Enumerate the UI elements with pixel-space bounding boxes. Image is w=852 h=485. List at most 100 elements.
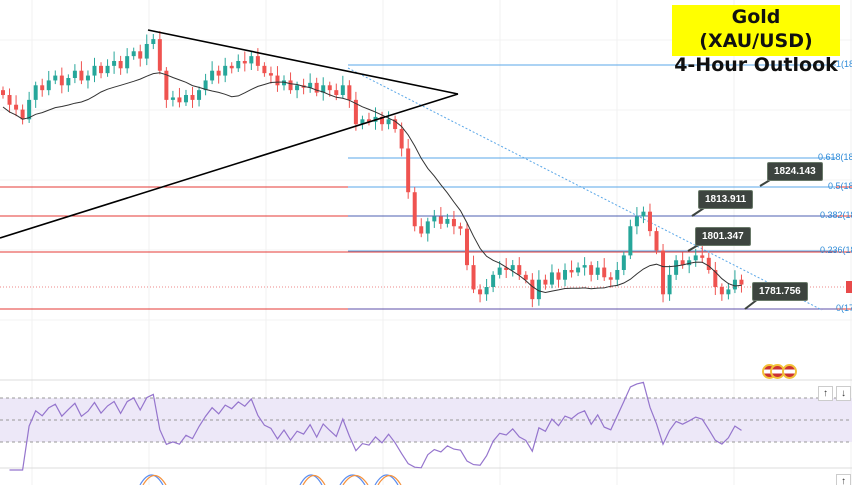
candle-body (308, 82, 313, 88)
candle-body (576, 267, 581, 273)
candle-body (157, 39, 162, 71)
candle-body (27, 99, 32, 120)
candle-body (739, 279, 744, 285)
candle-body (138, 51, 143, 59)
candle-body (255, 56, 260, 66)
candle-body (33, 85, 38, 100)
candle-body (282, 80, 287, 86)
candle-body (589, 265, 594, 275)
candle-body (687, 260, 692, 266)
descending-trendline (347, 67, 823, 311)
candle-body (105, 65, 110, 74)
candle-body (530, 279, 535, 300)
candle-body (425, 221, 430, 234)
candle-body (517, 265, 522, 275)
candle-body (99, 65, 104, 74)
candle-body (497, 267, 502, 275)
candle-body (726, 289, 731, 295)
candle-body (399, 129, 404, 149)
candle-body (700, 255, 705, 258)
candle-body (458, 226, 463, 229)
pane2-move-up-button[interactable]: ↑ (836, 474, 851, 485)
candle-body (602, 267, 607, 278)
stochastic-k-line (339, 474, 366, 485)
candle-body (510, 265, 515, 270)
stochastic-d-line (142, 474, 167, 485)
pane-move-down-button[interactable]: ↓ (836, 386, 851, 401)
candle-body (582, 265, 587, 268)
candle-body (242, 60, 247, 64)
candle-body (144, 43, 149, 59)
candle-body (59, 75, 64, 86)
candle-body (445, 218, 450, 224)
candle-body (340, 85, 345, 96)
stochastic-k-line (374, 474, 399, 485)
candle-body (366, 119, 371, 122)
candle-body (92, 65, 97, 76)
candle-body (654, 231, 659, 251)
fib-label-0382: 0.382(18 (820, 210, 852, 220)
candle-body (203, 80, 208, 91)
candle-body (549, 272, 554, 285)
candle-body (249, 56, 254, 64)
candle-body (563, 269, 568, 280)
candle-body (484, 286, 489, 295)
candle-body (543, 279, 548, 285)
candle-body (177, 97, 182, 103)
us-event-flag-icon[interactable] (782, 364, 797, 379)
candle-body (131, 51, 136, 57)
candle-body (634, 216, 639, 227)
candle-body (360, 119, 365, 125)
candle-body (85, 75, 90, 81)
candle-body (164, 70, 169, 100)
title-line-2: 4-Hour Outlook (674, 54, 838, 76)
stochastic-d-line (302, 474, 326, 485)
level-callout-1801: 1801.347 (695, 227, 751, 246)
candle-body (118, 60, 123, 69)
candle-body (268, 73, 273, 76)
candle-body (66, 78, 71, 86)
candle-body (7, 95, 12, 105)
fib-label-1: 1(18 (836, 59, 852, 69)
stochastic-d-line (342, 474, 369, 485)
stochastic-d-line (377, 474, 402, 485)
level-callout-1824: 1824.143 (767, 162, 823, 181)
fib-label-05: 0.5(18 (828, 181, 852, 191)
triangle-lower-trendline (0, 93, 459, 239)
candle-body (491, 274, 496, 287)
candle-body (719, 286, 724, 295)
title-line-1: Gold (XAU/USD) (699, 6, 813, 52)
candle-body (183, 95, 188, 103)
fib-label-0: 0(17 (836, 303, 852, 313)
candle-body (197, 90, 202, 100)
candle-body (615, 269, 620, 280)
candle-body (334, 90, 339, 96)
candle-body (125, 56, 130, 69)
candle-body (641, 211, 646, 217)
triangle-upper-trendline (147, 29, 459, 95)
candle-body (406, 148, 411, 193)
pane-move-up-button[interactable]: ↑ (818, 386, 833, 401)
level-callout-1781: 1781.756 (752, 282, 808, 301)
candle-body (229, 65, 234, 69)
candle-body (288, 80, 293, 91)
candle-body (210, 70, 215, 81)
candle-body (674, 260, 679, 275)
candle-body (432, 216, 437, 222)
candle-body (216, 70, 221, 76)
candle-body (732, 279, 737, 290)
stochastic-k-line (299, 474, 323, 485)
candle-body (438, 216, 443, 224)
candle-body (40, 85, 45, 91)
candle-body (523, 274, 528, 280)
candle-body (569, 269, 574, 273)
candle-body (53, 75, 58, 81)
candle-body (608, 277, 613, 280)
callout-pointer (691, 207, 705, 217)
candle-body (170, 97, 175, 100)
level-callout-1813: 1813.911 (698, 190, 754, 209)
candle-body (151, 39, 156, 44)
candle-body (412, 192, 417, 227)
